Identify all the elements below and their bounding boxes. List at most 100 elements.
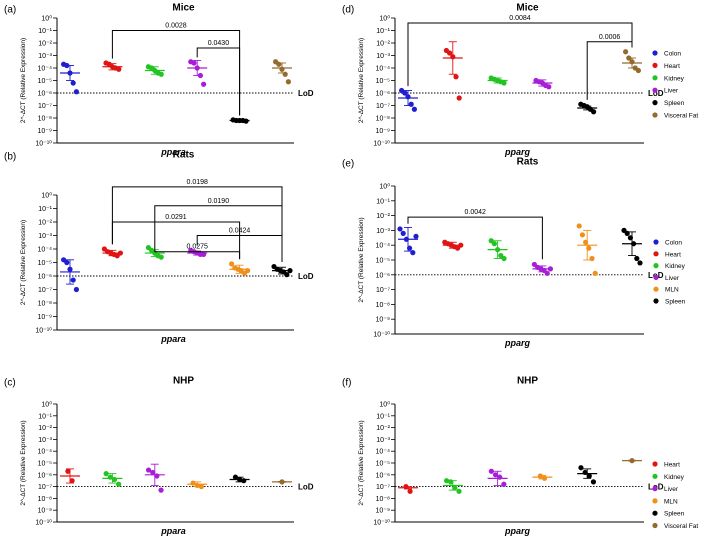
y-tick-label: 10⁻⁶ <box>38 472 52 479</box>
data-point <box>443 478 450 484</box>
data-point <box>282 71 288 77</box>
data-point <box>407 245 413 251</box>
series-heart <box>398 484 418 494</box>
legend-label: MLN <box>664 498 678 505</box>
panel-label: (a) <box>4 5 16 16</box>
data-point <box>403 484 409 490</box>
panel-title: NHP <box>517 376 538 387</box>
legend-label: Spleen <box>664 511 685 518</box>
y-tick-label: 10⁻³ <box>376 53 390 60</box>
legend-label: Kidney <box>665 263 686 270</box>
bracket-line <box>196 235 283 262</box>
significance-bracket: 0.0006 <box>586 34 633 100</box>
y-tick-label: 10⁻⁴ <box>38 66 53 73</box>
panel-a: (a) Mice 10⁻¹⁰ 10⁻⁹ 10⁻⁸ 10⁻⁷ 10⁻⁶ 10⁻⁵ 10⁻⁴ 10⁻³… <box>4 3 314 157</box>
panel-f: (f) NHP 10⁻¹⁰ 10⁻⁹ 10⁻⁸ 10⁻⁷ 10⁻⁶ 10⁻⁵ 10⁻⁴ 10⁻³ 1… <box>342 376 664 536</box>
series-heart <box>60 468 80 484</box>
bracket-line <box>111 221 241 260</box>
legend-f: Heart Kidney Liver MLN Spleen Visceral Fat <box>652 461 698 530</box>
series-spleen <box>271 263 293 278</box>
legend-label: Kidney <box>664 75 685 82</box>
data-point <box>158 254 164 260</box>
panel-title: Mice <box>516 3 539 14</box>
legend-d: Colon Heart Kidney Liver Spleen Visceral Fat <box>652 50 698 120</box>
y-tick-label: 10⁻³ <box>38 53 52 60</box>
data-point <box>410 250 416 256</box>
x-axis-label: ppara <box>160 147 186 157</box>
legend-marker <box>652 50 658 56</box>
series-mln <box>576 223 598 276</box>
legend-marker <box>653 286 659 292</box>
y-tick-label: 10⁻⁷ <box>376 287 390 294</box>
series-heart <box>442 41 463 101</box>
significance-bracket: 0.0275 <box>154 242 241 260</box>
y-tick-label: 10⁻⁵ <box>38 461 52 468</box>
significance-bracket: 0.0291 <box>111 214 241 260</box>
data-point <box>198 484 204 490</box>
data-point <box>400 230 406 236</box>
data-point <box>145 467 152 473</box>
legend-marker <box>653 298 659 304</box>
y-tick-label: 10⁻² <box>376 425 390 432</box>
bracket-line <box>407 216 543 260</box>
panel-title: Rats <box>517 157 539 168</box>
series-mln <box>532 473 553 481</box>
y-axis-label: 2^-ΔCT (Relative Expression) <box>358 217 365 302</box>
data-point <box>583 239 589 245</box>
data-point <box>456 488 462 494</box>
data-point <box>501 481 507 487</box>
series-kidney <box>487 238 508 262</box>
data-point <box>154 473 160 479</box>
y-tick-label: 10⁰ <box>379 15 390 23</box>
legend-marker <box>652 510 658 516</box>
p-value-label: 0.0430 <box>208 40 230 47</box>
data-point <box>243 118 249 124</box>
legend-label: Colon <box>665 240 682 247</box>
y-tick-label: 10⁻¹ <box>38 28 52 35</box>
data-point <box>103 471 109 477</box>
legend-e: Colon Heart Kidney Liver MLN Spleen <box>653 239 686 306</box>
series-mln <box>187 480 208 490</box>
data-point <box>241 478 247 484</box>
y-tick-label: 10⁻⁹ <box>38 314 52 321</box>
series-heart <box>442 239 464 251</box>
y-tick-label: 10⁻⁹ <box>38 508 52 515</box>
y-tick-label: 10⁻⁵ <box>38 78 52 85</box>
bracket-line <box>196 47 241 116</box>
y-tick-label: 10⁰ <box>41 15 52 23</box>
y-tick-label: 10⁻¹ <box>376 198 390 205</box>
y-tick-label: 10⁻⁶ <box>376 272 390 279</box>
bracket-line <box>154 205 283 262</box>
legend-marker <box>652 75 658 81</box>
data-point <box>501 255 507 262</box>
x-axis-label: ppara <box>160 334 186 344</box>
p-value-label: 0.0275 <box>186 244 208 251</box>
legend-label: Liver <box>665 275 680 282</box>
data-point <box>408 101 414 107</box>
p-value-label: 0.0006 <box>599 34 621 41</box>
legend-marker <box>652 87 658 93</box>
x-axis-label: pparg <box>504 338 531 348</box>
y-tick-label: 10⁻⁵ <box>376 461 390 468</box>
legend-marker <box>652 100 658 106</box>
y-tick-label: 10⁻⁷ <box>376 484 390 491</box>
data-point <box>586 473 592 479</box>
data-point <box>579 232 586 238</box>
series-kidney <box>144 64 165 77</box>
series-liver <box>532 77 553 90</box>
significance-bracket: 0.0042 <box>407 209 543 260</box>
data-point <box>453 74 459 80</box>
y-tick-label: 10⁻⁶ <box>38 91 52 98</box>
y-tick-label: 10⁻⁸ <box>376 302 390 309</box>
legend-label: Spleen <box>665 299 686 306</box>
legend-marker <box>652 112 658 118</box>
data-point <box>456 95 462 101</box>
p-value-label: 0.0424 <box>229 228 251 235</box>
series-heart <box>102 60 123 72</box>
data-point <box>590 479 597 485</box>
y-tick-label: 10⁰ <box>379 183 390 191</box>
y-tick-label: 10⁻⁹ <box>376 508 390 515</box>
data-point <box>497 474 503 480</box>
x-axis-label: pparg <box>504 147 531 157</box>
data-point <box>586 245 592 251</box>
